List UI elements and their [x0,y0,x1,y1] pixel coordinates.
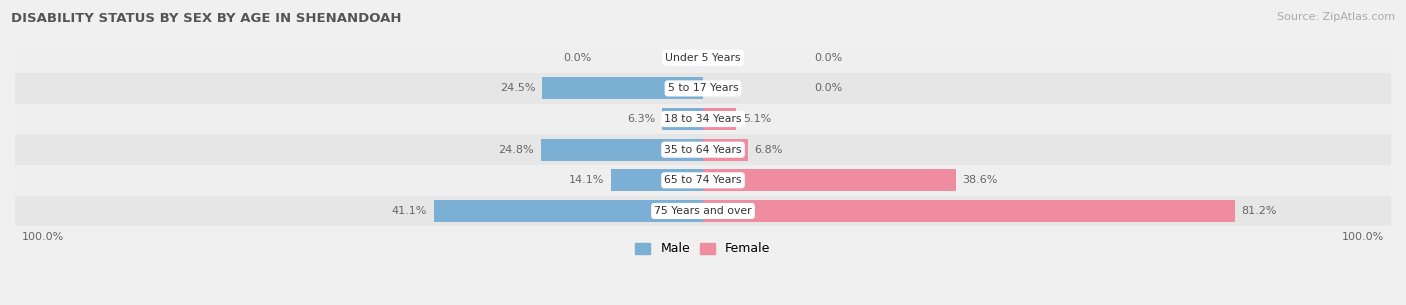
Text: 6.8%: 6.8% [754,145,783,155]
Legend: Male, Female: Male, Female [630,238,776,260]
Text: 35 to 64 Years: 35 to 64 Years [664,145,742,155]
Text: 100.0%: 100.0% [21,232,63,242]
Bar [662,108,703,130]
Text: 100.0%: 100.0% [1343,232,1385,242]
Text: 5.1%: 5.1% [742,114,772,124]
Bar [540,139,703,161]
Bar [703,200,1234,222]
Text: Source: ZipAtlas.com: Source: ZipAtlas.com [1277,12,1395,22]
Text: 24.8%: 24.8% [498,145,534,155]
Text: 0.0%: 0.0% [814,83,842,93]
Bar [703,169,956,191]
Text: 81.2%: 81.2% [1241,206,1277,216]
Text: 14.1%: 14.1% [568,175,605,185]
Text: DISABILITY STATUS BY SEX BY AGE IN SHENANDOAH: DISABILITY STATUS BY SEX BY AGE IN SHENA… [11,12,402,25]
Bar [543,77,703,99]
Text: Under 5 Years: Under 5 Years [665,53,741,63]
Bar [703,139,748,161]
Text: 38.6%: 38.6% [963,175,998,185]
Bar [15,73,1391,104]
Text: 65 to 74 Years: 65 to 74 Years [664,175,742,185]
Text: 5 to 17 Years: 5 to 17 Years [668,83,738,93]
Bar [15,196,1391,226]
Bar [15,135,1391,165]
Text: 0.0%: 0.0% [564,53,592,63]
Text: 6.3%: 6.3% [627,114,655,124]
Bar [15,42,1391,73]
Bar [433,200,703,222]
Text: 18 to 34 Years: 18 to 34 Years [664,114,742,124]
Text: 0.0%: 0.0% [814,53,842,63]
Bar [703,108,737,130]
Text: 24.5%: 24.5% [501,83,536,93]
Bar [15,165,1391,196]
Text: 75 Years and over: 75 Years and over [654,206,752,216]
Text: 41.1%: 41.1% [392,206,427,216]
Bar [610,169,703,191]
Bar [15,104,1391,135]
